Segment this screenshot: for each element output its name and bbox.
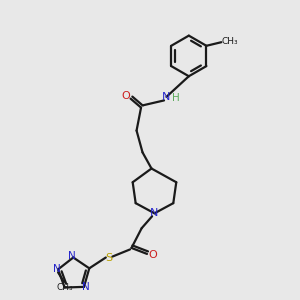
Text: O: O	[122, 91, 130, 101]
Text: N: N	[53, 264, 60, 274]
Text: N: N	[82, 282, 89, 292]
Text: CH₃: CH₃	[56, 284, 73, 292]
Text: O: O	[148, 250, 157, 260]
Text: N: N	[68, 251, 76, 261]
Text: CH₃: CH₃	[222, 37, 238, 46]
Text: N: N	[150, 208, 159, 218]
Text: S: S	[105, 253, 112, 263]
Text: N: N	[162, 92, 171, 102]
Text: H: H	[172, 93, 180, 103]
